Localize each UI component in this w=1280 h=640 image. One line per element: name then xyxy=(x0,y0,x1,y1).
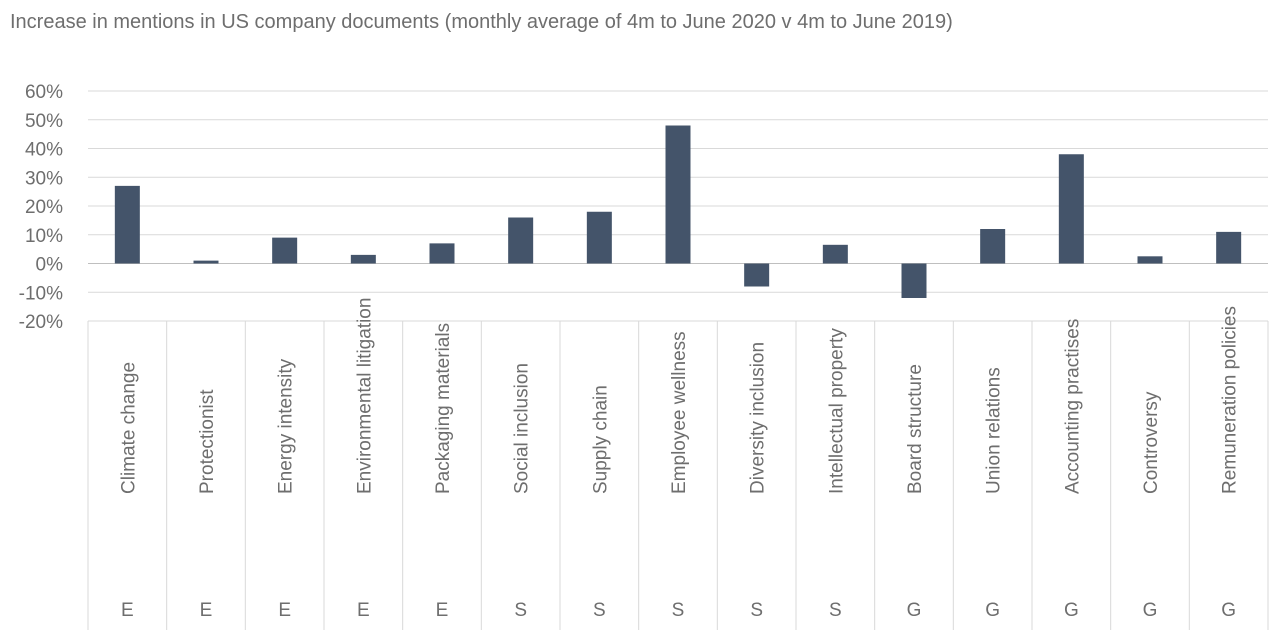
y-tick-label: 40% xyxy=(25,140,63,161)
category-label: Controversy xyxy=(1141,391,1162,494)
group-label: G xyxy=(907,600,922,621)
group-label: E xyxy=(357,600,370,621)
bar xyxy=(1058,154,1084,264)
category-label: Protectionist xyxy=(197,389,218,494)
group-label: E xyxy=(278,600,291,621)
bar xyxy=(901,263,927,298)
bar xyxy=(508,217,534,264)
group-label: E xyxy=(200,600,213,621)
bar xyxy=(586,211,612,264)
y-tick-label: -20% xyxy=(19,312,63,333)
category-label: Intellectual property xyxy=(826,328,847,494)
group-label: S xyxy=(514,600,527,621)
chart-title: Increase in mentions in US company docum… xyxy=(10,11,953,33)
bar xyxy=(350,254,376,264)
bar xyxy=(822,244,848,264)
bars xyxy=(114,125,1242,298)
group-label: G xyxy=(1143,600,1158,621)
bar xyxy=(1137,256,1163,264)
y-tick-label: 30% xyxy=(25,168,63,189)
category-label: Diversity inclusion xyxy=(748,342,769,494)
group-label: E xyxy=(121,600,134,621)
y-tick-label: 60% xyxy=(25,82,63,103)
category-separators xyxy=(87,321,1269,630)
y-tick-label: 0% xyxy=(36,255,64,276)
y-tick-label: 10% xyxy=(25,226,63,247)
group-label: G xyxy=(1221,600,1236,621)
category-label: Union relations xyxy=(984,367,1005,494)
bar xyxy=(980,229,1006,264)
category-label: Energy intensity xyxy=(276,358,297,494)
bar xyxy=(114,185,140,264)
group-label: G xyxy=(1064,600,1079,621)
bar xyxy=(744,263,770,287)
category-label: Climate change xyxy=(118,362,139,494)
category-labels: Climate change Protectionist Energy intens… xyxy=(118,298,1240,494)
group-label: G xyxy=(985,600,1000,621)
group-label: S xyxy=(593,600,606,621)
y-tick-label: -10% xyxy=(19,283,63,304)
bar xyxy=(193,260,219,264)
bar xyxy=(272,237,298,264)
category-label: Packaging materials xyxy=(433,323,454,494)
category-label: Environmental litigation xyxy=(354,298,375,494)
category-label: Accounting practises xyxy=(1062,319,1083,494)
category-label: Supply chain xyxy=(590,385,611,494)
category-label: Employee wellness xyxy=(669,331,690,494)
bar xyxy=(665,125,691,264)
group-label: S xyxy=(829,600,842,621)
group-label: E xyxy=(436,600,449,621)
y-axis-ticks: 60% 50% 40% 30% 20% 10% 0% -10% -20% xyxy=(19,82,63,333)
category-label: Remuneration policies xyxy=(1220,306,1241,494)
category-label: Board structure xyxy=(905,364,926,494)
category-label: Social inclusion xyxy=(512,363,533,494)
y-tick-label: 20% xyxy=(25,197,63,218)
bar xyxy=(1216,231,1242,264)
y-tick-label: 50% xyxy=(25,111,63,132)
group-label: S xyxy=(750,600,763,621)
bar xyxy=(429,243,455,264)
group-label: S xyxy=(672,600,685,621)
